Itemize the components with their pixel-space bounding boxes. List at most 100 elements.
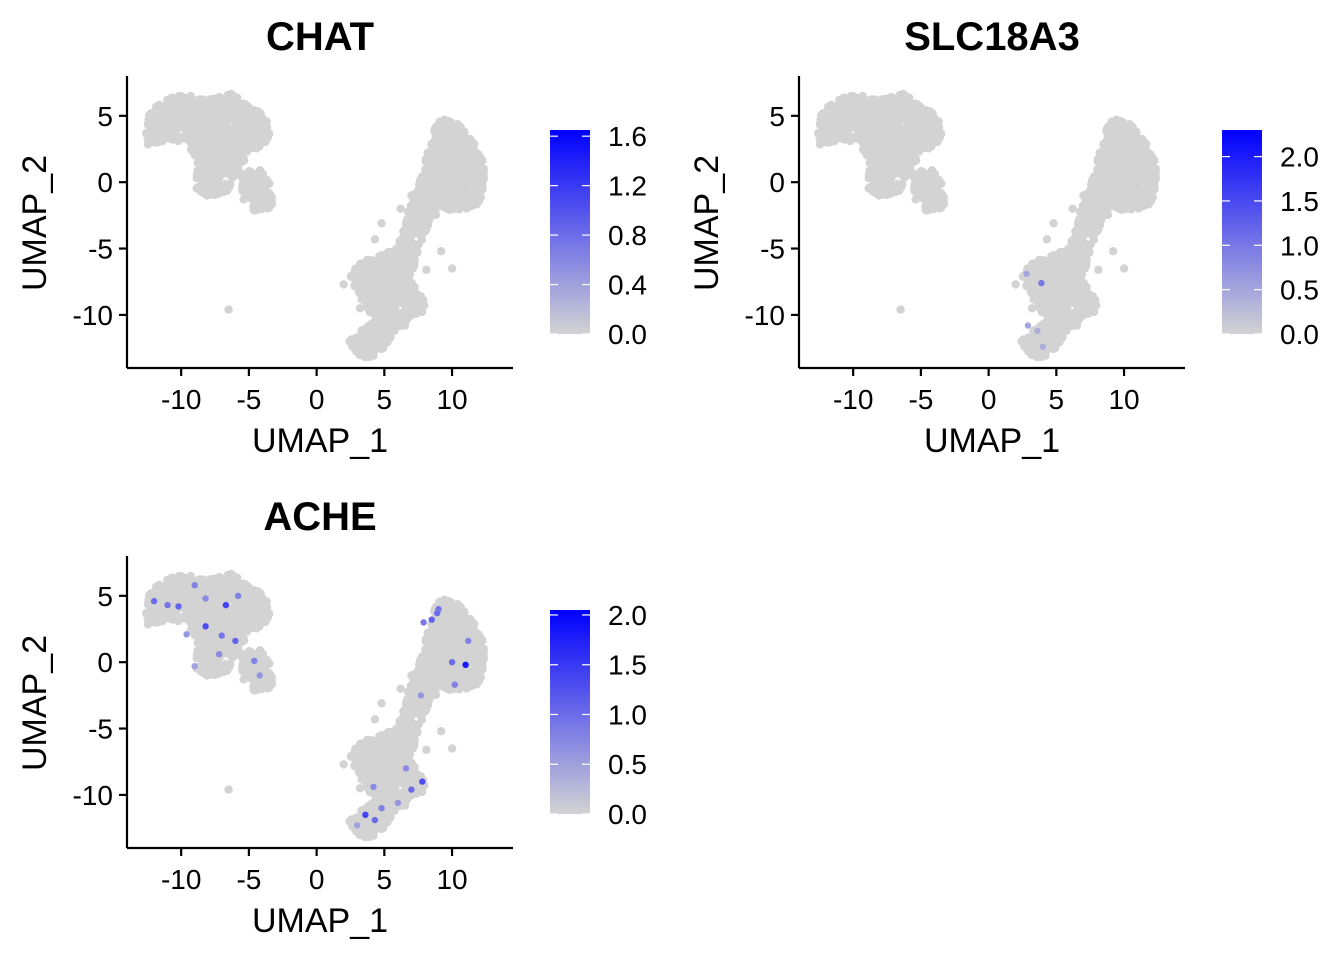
cell-point bbox=[416, 297, 426, 307]
cell-point bbox=[896, 151, 906, 160]
cell-point bbox=[245, 167, 254, 176]
cell-point bbox=[431, 155, 440, 164]
cell-point bbox=[476, 155, 485, 164]
cell-point bbox=[426, 198, 435, 207]
cell-point bbox=[1129, 162, 1138, 172]
cell-point bbox=[418, 307, 427, 317]
x-tick-label: -5 bbox=[236, 384, 261, 415]
cell-point bbox=[401, 301, 411, 311]
panel-chat: CHAT -10 -5 0 5 10-10-505 UMAP_1 UMAP_2 0.00… bbox=[16, 15, 647, 460]
cell-point bbox=[1043, 318, 1052, 327]
cell-point bbox=[903, 158, 913, 167]
cell-point bbox=[371, 287, 380, 296]
cell-point bbox=[886, 112, 896, 121]
cell-point bbox=[204, 144, 213, 153]
cell-point bbox=[871, 123, 880, 132]
cell-point bbox=[194, 112, 204, 122]
cell-point bbox=[214, 112, 224, 121]
y-axis-label: UMAP_2 bbox=[16, 155, 54, 291]
cell-point bbox=[939, 192, 948, 202]
cell-point bbox=[1037, 261, 1047, 270]
cell-point bbox=[1043, 333, 1052, 342]
cell-point bbox=[895, 113, 904, 123]
cell-point bbox=[418, 192, 427, 201]
cell-point bbox=[159, 133, 169, 143]
cell-point bbox=[872, 165, 881, 174]
cell-point bbox=[1045, 297, 1055, 306]
cell-point bbox=[888, 137, 897, 146]
cell-point bbox=[195, 172, 204, 182]
cell-point bbox=[215, 172, 225, 181]
cell-point bbox=[887, 172, 897, 181]
cell-point bbox=[1123, 137, 1133, 146]
cell-point bbox=[1103, 155, 1112, 164]
cell-point bbox=[1150, 182, 1159, 192]
x-tick-label: 10 bbox=[436, 384, 467, 415]
expressing-cell-point bbox=[1039, 343, 1047, 350]
cell-point bbox=[475, 173, 485, 182]
colorbar bbox=[1222, 130, 1262, 334]
cell-point bbox=[407, 191, 416, 200]
cell-point bbox=[1130, 176, 1139, 185]
cell-point bbox=[1042, 235, 1052, 244]
cell-point bbox=[1106, 143, 1116, 152]
cell-point bbox=[401, 281, 411, 291]
cell-point bbox=[870, 98, 880, 108]
cell-point bbox=[1094, 265, 1103, 274]
cell-point bbox=[370, 346, 379, 355]
cell-point bbox=[1132, 154, 1142, 163]
cell-point bbox=[1061, 279, 1070, 288]
cell-point bbox=[447, 264, 457, 273]
cell-point bbox=[1138, 197, 1147, 206]
cell-point bbox=[924, 206, 933, 215]
cell-point bbox=[227, 106, 236, 116]
cell-point bbox=[913, 184, 923, 194]
cell-point bbox=[205, 184, 214, 194]
colorbar-label: 0.4 bbox=[608, 270, 647, 301]
cell-point bbox=[163, 95, 172, 105]
expressing-cells bbox=[1023, 270, 1047, 350]
cell-point bbox=[179, 105, 189, 115]
cell-point bbox=[352, 333, 361, 342]
cell-point bbox=[420, 227, 429, 236]
cell-point bbox=[187, 145, 196, 154]
cell-point bbox=[1025, 277, 1034, 287]
cell-point bbox=[444, 173, 453, 183]
cell-point bbox=[925, 127, 935, 136]
cell-point bbox=[1131, 132, 1140, 141]
cell-point bbox=[227, 164, 236, 173]
cell-point bbox=[143, 140, 153, 149]
cell-point bbox=[383, 288, 393, 297]
cell-point bbox=[451, 137, 461, 146]
cell-point bbox=[407, 294, 417, 303]
cell-point bbox=[470, 191, 479, 200]
panel-title: ACHE bbox=[263, 495, 376, 539]
cell-point bbox=[422, 265, 431, 274]
cell-point bbox=[1039, 326, 1049, 335]
cell-point bbox=[353, 341, 363, 350]
cell-cloud bbox=[142, 569, 489, 842]
cell-point bbox=[401, 250, 410, 259]
y-tick-label: -10 bbox=[73, 300, 113, 331]
cell-point bbox=[890, 187, 899, 197]
cell-point bbox=[393, 252, 402, 261]
cell-point bbox=[440, 120, 450, 129]
cell-point bbox=[875, 116, 884, 126]
cell-point bbox=[365, 261, 375, 270]
cell-point bbox=[402, 312, 412, 321]
panel-title: CHAT bbox=[266, 15, 374, 59]
cell-point bbox=[196, 147, 205, 156]
cell-point bbox=[253, 107, 262, 116]
color-legend: 0.00.51.01.52.0 bbox=[1222, 130, 1319, 350]
cell-point bbox=[364, 296, 373, 306]
cell-point bbox=[221, 98, 230, 108]
cell-point bbox=[1095, 157, 1104, 167]
colorbar-label: 0.5 bbox=[1280, 275, 1319, 306]
cell-point bbox=[1082, 255, 1091, 265]
cell-point bbox=[1080, 249, 1089, 258]
cell-point bbox=[415, 180, 424, 189]
cell-point bbox=[1073, 301, 1083, 311]
cell-point bbox=[357, 295, 366, 304]
cell-point bbox=[449, 163, 458, 173]
cell-point bbox=[1072, 235, 1082, 244]
